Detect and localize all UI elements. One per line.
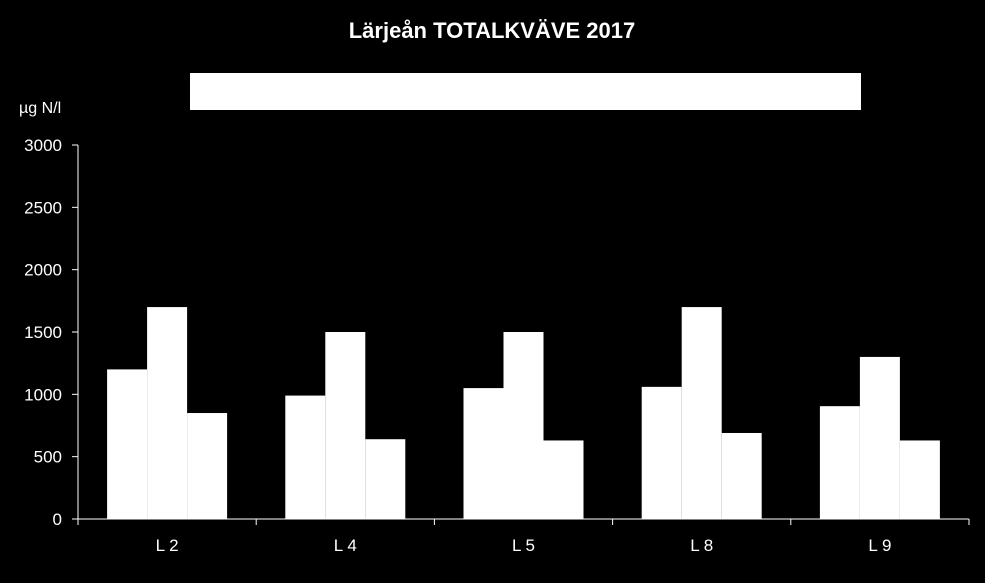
bar-l5-s3 (543, 440, 584, 519)
bar-l9-s2 (859, 356, 900, 519)
bar-l2-s1 (107, 369, 148, 519)
bars (107, 307, 940, 519)
y-tick-label: 0 (53, 510, 62, 529)
bar-l9-s3 (899, 440, 940, 519)
bar-l8-s2 (681, 307, 722, 519)
y-tick-label: 2500 (24, 198, 62, 217)
x-tick-label: L 5 (512, 536, 535, 555)
legend-box (190, 73, 861, 110)
y-tick-label: 500 (34, 448, 62, 467)
chart-title: Lärjeån TOTALKVÄVE 2017 (349, 18, 636, 43)
bar-l5-s1 (463, 388, 504, 519)
bar-l2-s3 (187, 413, 228, 519)
bar-l9-s1 (819, 406, 860, 519)
tick-labels: 0 500 1000 1500 2000 2500 3000 L 2 L 4 L 5 L 8 L 9 (24, 136, 891, 555)
y-tick-label: 1000 (24, 385, 62, 404)
y-tick-label: 1500 (24, 323, 62, 342)
y-tick-label: 2000 (24, 261, 62, 280)
x-tick-label: L 9 (868, 536, 891, 555)
x-tick-label: L 4 (334, 536, 357, 555)
bar-l4-s1 (285, 395, 326, 519)
x-tick-label: L 8 (690, 536, 713, 555)
x-tick-label: L 2 (156, 536, 179, 555)
bar-l5-s2 (503, 332, 544, 519)
bar-l8-s3 (721, 432, 762, 519)
bar-l2-s2 (147, 307, 188, 519)
y-axis-label: µg N/l (19, 100, 61, 117)
bar-l4-s2 (325, 332, 366, 519)
bar-l8-s1 (641, 386, 682, 519)
bar-l4-s3 (365, 439, 406, 519)
y-tick-label: 3000 (24, 136, 62, 155)
